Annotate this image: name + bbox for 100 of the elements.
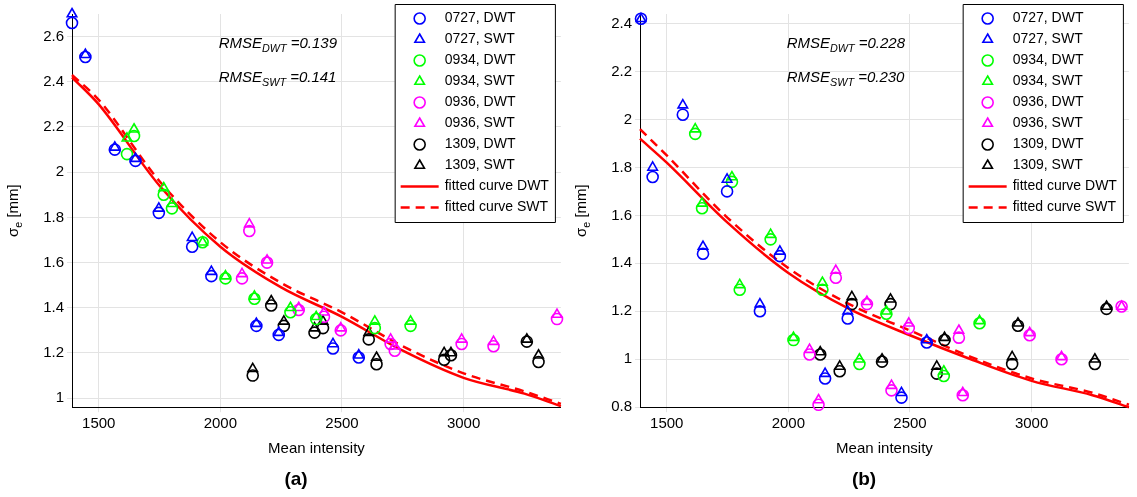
y-tick-label: 1.4 — [611, 253, 632, 271]
point — [129, 152, 142, 163]
legend-label: 0727, SWT — [1012, 30, 1084, 47]
point — [819, 367, 831, 378]
legend-label: fitted curve DWT — [1012, 177, 1118, 194]
point — [853, 352, 865, 363]
legend-label: 0727, SWT — [444, 30, 516, 47]
point — [109, 141, 121, 151]
point — [265, 294, 277, 305]
point — [248, 290, 260, 301]
point — [384, 337, 397, 351]
point — [405, 315, 417, 325]
point — [550, 312, 564, 326]
point — [676, 108, 690, 121]
point — [308, 321, 321, 332]
point — [487, 339, 500, 353]
legend-label: 1309, DWT — [444, 135, 516, 152]
legend-label: 0936, SWT — [444, 114, 516, 131]
point — [1089, 352, 1101, 363]
point — [956, 388, 970, 402]
y-axis-title: σe [mm] — [4, 184, 25, 237]
point — [404, 319, 417, 333]
y-tick-label: 1.2 — [43, 343, 64, 361]
point — [773, 249, 787, 263]
y-tick-label: 2.4 — [611, 13, 632, 31]
point — [920, 336, 934, 349]
point — [952, 331, 966, 344]
point — [389, 339, 401, 350]
point — [973, 314, 986, 325]
x-tick-label: 2500 — [893, 414, 927, 432]
point — [774, 245, 786, 255]
point — [308, 326, 321, 339]
point — [236, 267, 248, 278]
point — [185, 240, 199, 254]
point — [520, 335, 534, 348]
y-tick-label: 1 — [623, 349, 632, 367]
point — [646, 170, 659, 184]
y-tick-label: 1.4 — [43, 297, 64, 315]
legend-label: 1309, SWT — [444, 156, 516, 173]
point — [316, 321, 330, 335]
point — [292, 303, 305, 317]
point — [272, 328, 286, 342]
point — [834, 360, 846, 370]
point — [1055, 352, 1068, 366]
y-tick-label: 1.6 — [611, 205, 632, 223]
point — [186, 231, 198, 242]
point — [885, 384, 898, 397]
point — [370, 351, 383, 362]
x-tick-label: 1500 — [650, 414, 684, 432]
point — [753, 305, 767, 318]
point — [733, 283, 747, 297]
point — [334, 324, 348, 337]
point — [725, 175, 739, 189]
point — [1011, 319, 1025, 332]
point — [1012, 316, 1024, 327]
y-tick-label: 2 — [55, 162, 64, 180]
point — [65, 16, 79, 30]
point — [1055, 350, 1068, 361]
x-tick-label: 2000 — [203, 414, 238, 432]
point — [250, 317, 262, 328]
point — [876, 352, 888, 363]
point — [930, 367, 944, 380]
point — [853, 357, 866, 371]
point — [551, 308, 563, 319]
point — [353, 348, 365, 359]
point — [803, 348, 816, 361]
x-tick-label: 3000 — [1014, 414, 1049, 432]
point — [697, 240, 709, 251]
point — [205, 265, 217, 276]
point — [108, 143, 122, 156]
point — [445, 346, 457, 357]
point — [121, 131, 133, 142]
point — [721, 173, 733, 183]
point — [688, 127, 702, 141]
legend-label: 0936, SWT — [1012, 114, 1084, 131]
point — [677, 98, 689, 109]
legend-label: 0934, SWT — [1012, 72, 1084, 89]
y-tick-label: 2.6 — [43, 26, 64, 44]
point — [128, 122, 140, 133]
point — [880, 307, 893, 320]
legend-label: 0936, DWT — [1012, 93, 1084, 110]
point — [860, 297, 874, 311]
point — [293, 301, 305, 312]
legend-label: 0934, SWT — [444, 72, 516, 89]
point — [388, 344, 402, 358]
point — [696, 247, 710, 261]
point — [884, 293, 897, 303]
point — [152, 206, 166, 220]
point — [318, 305, 330, 316]
point — [120, 147, 134, 161]
point — [812, 398, 825, 412]
point — [260, 256, 274, 269]
point — [895, 386, 908, 397]
point — [532, 348, 545, 359]
point — [931, 360, 943, 370]
x-tick-label: 2500 — [325, 414, 359, 432]
point — [938, 333, 951, 347]
legend-label: 0934, DWT — [1012, 51, 1084, 68]
point — [456, 333, 468, 343]
point — [845, 297, 859, 311]
